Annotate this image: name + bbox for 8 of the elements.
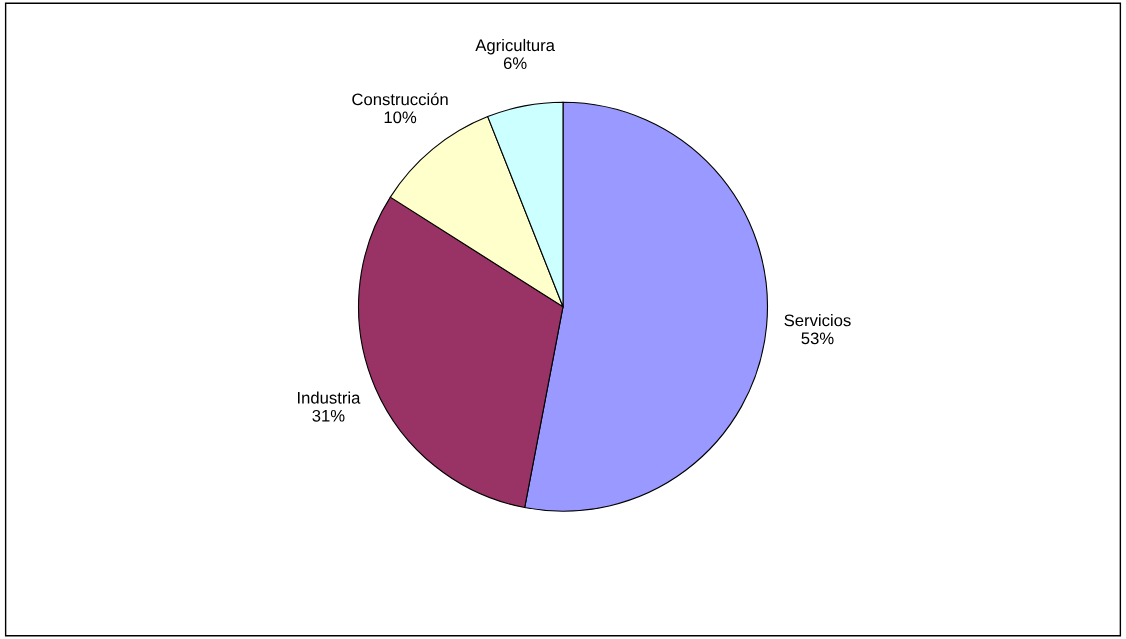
- slice-label: Servicios: [784, 314, 851, 327]
- slice-label: Construcción: [352, 92, 448, 106]
- slice-label: Industria: [298, 391, 361, 404]
- slice-label: Agricultura: [475, 38, 555, 55]
- data-label: 10%: [384, 111, 417, 124]
- data-label: 53%: [801, 332, 834, 345]
- data-label: 31%: [312, 409, 345, 422]
- data-label: 6%: [503, 57, 527, 70]
